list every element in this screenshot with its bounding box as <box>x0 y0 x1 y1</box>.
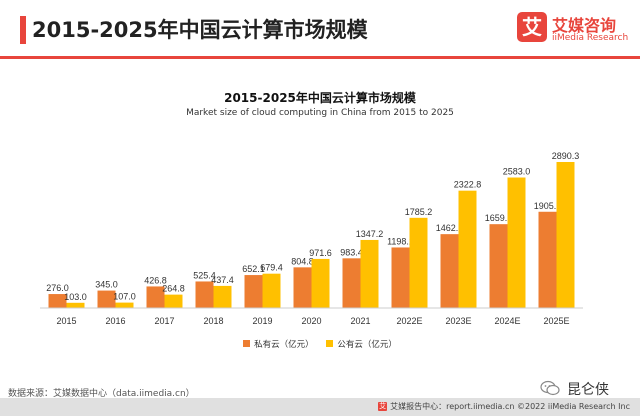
value-label-public-2024E: 2583.0 <box>503 167 531 177</box>
data-source-note: 数据来源：艾媒数据中心（data.iimedia.cn） <box>8 389 195 399</box>
bar-private-2015 <box>48 294 67 308</box>
value-label-public-2022E: 1785.2 <box>405 207 433 217</box>
bar-public-2019 <box>262 273 281 308</box>
value-label-private-2024E: 1659.5 <box>485 213 513 223</box>
footer-text-wrap: 艾艾媒报告中心：report.iimedia.cn ©2022 iiMedia … <box>378 401 630 412</box>
value-label-public-2016: 107.0 <box>113 292 136 302</box>
value-label-private-2015: 276.0 <box>46 283 69 293</box>
x-tick-2016: 2016 <box>105 316 125 326</box>
x-tick-2025E: 2025E <box>543 316 569 326</box>
x-tick-2015: 2015 <box>56 316 76 326</box>
wechat-icon <box>540 380 560 396</box>
bar-private-2021 <box>342 258 361 308</box>
logo-mark-icon: 艾 <box>517 12 547 42</box>
bar-public-2020 <box>311 258 330 308</box>
x-tick-2021: 2021 <box>350 316 370 326</box>
bar-private-2019 <box>244 275 263 308</box>
value-label-public-2019: 679.4 <box>260 263 283 273</box>
value-label-private-2020: 804.8 <box>291 256 314 266</box>
value-label-private-2022E: 1198.2 <box>387 236 414 246</box>
bar-public-2025E <box>556 162 575 308</box>
chart-legend: 私有云（亿元） 公有云（亿元） <box>0 338 640 350</box>
bar-private-2020 <box>293 267 312 308</box>
footer-copyright: 艾媒报告中心：report.iimedia.cn ©2022 iiMedia R… <box>390 402 630 411</box>
bar-public-2022E <box>409 217 428 308</box>
wechat-watermark: 昆仑侠 <box>540 378 635 402</box>
iimedia-logo: 艾 艾媒咨询 iiMedia Research <box>517 12 635 52</box>
bar-private-2022E <box>391 247 410 308</box>
report-header: 2015-2025年中国云计算市场规模 艾 艾媒咨询 iiMedia Resea… <box>0 0 640 59</box>
report-footer: 艾艾媒报告中心：report.iimedia.cn ©2022 iiMedia … <box>0 398 640 416</box>
legend-item-public: 公有云（亿元） <box>326 338 397 350</box>
legend-label-private: 私有云（亿元） <box>254 340 314 350</box>
chart-subtitle: Market size of cloud computing in China … <box>186 108 454 118</box>
value-label-public-2023E: 2322.8 <box>454 180 482 190</box>
value-label-private-2021: 983.4 <box>340 247 363 257</box>
x-tick-2018: 2018 <box>203 316 223 326</box>
header-divider <box>0 56 640 59</box>
value-label-public-2017: 264.8 <box>162 284 185 294</box>
bar-private-2023E <box>440 234 459 308</box>
value-label-private-2018: 525.4 <box>193 270 216 280</box>
bar-public-2021 <box>360 239 379 308</box>
bar-private-2025E <box>538 211 557 308</box>
bar-private-2016 <box>97 290 116 308</box>
value-label-private-2019: 652.1 <box>242 264 265 274</box>
bar-public-2017 <box>164 294 183 308</box>
x-tick-2022E: 2022E <box>396 316 422 326</box>
legend-swatch-public <box>326 340 334 347</box>
legend-item-private: 私有云（亿元） <box>243 338 314 350</box>
chart-title: 2015-2025年中国云计算市场规模 <box>224 91 416 105</box>
value-label-public-2020: 971.6 <box>309 248 332 258</box>
bar-public-2015 <box>66 302 85 308</box>
value-label-private-2017: 426.8 <box>144 275 167 285</box>
page-title: 2015-2025年中国云计算市场规模 <box>32 18 368 42</box>
bar-public-2023E <box>458 190 477 308</box>
legend-label-public: 公有云（亿元） <box>337 340 397 350</box>
value-label-public-2021: 1347.2 <box>356 229 384 239</box>
value-label-private-2023E: 1462.1 <box>436 223 464 233</box>
bar-public-2024E <box>507 177 526 308</box>
bar-private-2018 <box>195 281 214 308</box>
footer-logo-icon: 艾 <box>378 402 388 411</box>
x-tick-2024E: 2024E <box>494 316 520 326</box>
bar-public-2018 <box>213 285 232 308</box>
x-tick-2023E: 2023E <box>445 316 471 326</box>
value-label-public-2015: 103.0 <box>64 292 87 302</box>
bar-private-2017 <box>146 286 165 308</box>
logo-chinese-name: 艾媒咨询 <box>552 16 617 35</box>
x-tick-2019: 2019 <box>252 316 272 326</box>
wechat-account-name: 昆仑侠 <box>567 382 609 398</box>
value-label-public-2025E: 2890.3 <box>552 151 580 161</box>
x-tick-2020: 2020 <box>301 316 321 326</box>
title-accent-bar <box>20 16 26 44</box>
logo-english-name: iiMedia Research <box>552 33 629 43</box>
legend-swatch-private <box>243 340 251 347</box>
bar-public-2016 <box>115 302 134 308</box>
value-label-private-2016: 345.0 <box>95 280 118 290</box>
bar-private-2024E <box>489 224 508 308</box>
value-label-public-2018: 437.4 <box>211 275 234 285</box>
x-tick-2017: 2017 <box>154 316 174 326</box>
value-label-private-2025E: 1905.1 <box>534 201 562 211</box>
